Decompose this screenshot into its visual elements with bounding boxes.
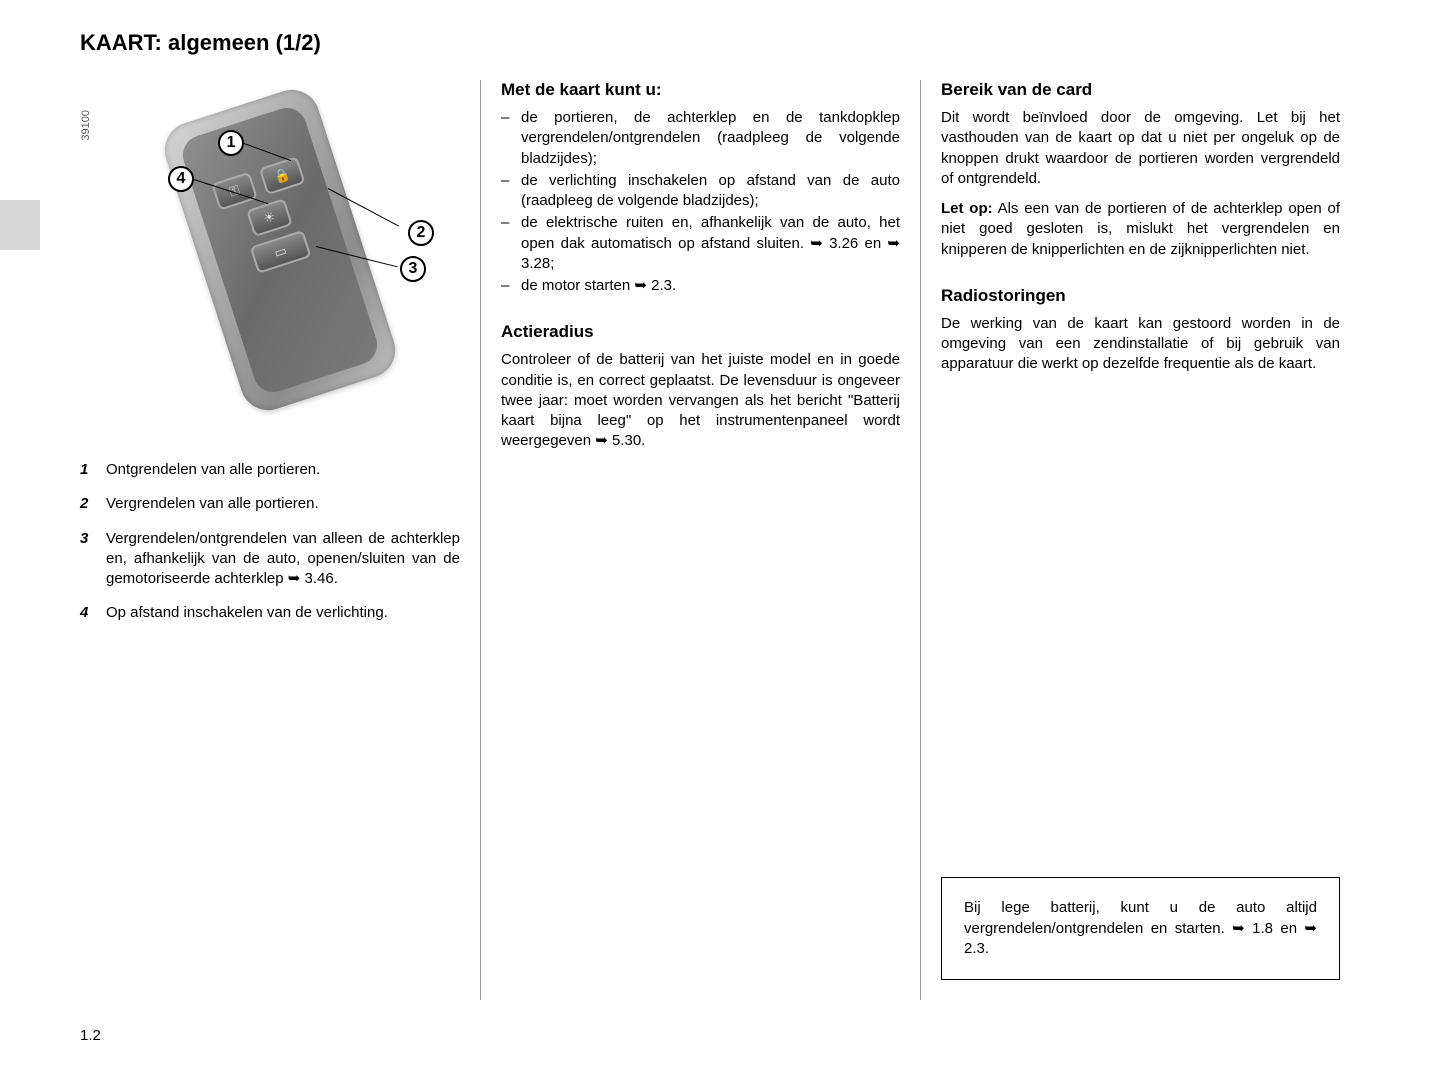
callout-4: 4 bbox=[168, 166, 194, 192]
keycard-illustration: ⚿ 🔒 ☀ ▭ bbox=[158, 83, 403, 418]
index-tab bbox=[0, 200, 40, 250]
list-item: de verlichting inschakelen op afstand va… bbox=[501, 171, 900, 212]
keycard-figure: 39100 ⚿ 🔒 ☀ ▭ 1 bbox=[80, 80, 460, 420]
legend-item: 4 Op afstand inschakelen van de verlicht… bbox=[80, 603, 460, 623]
figure-code: 39100 bbox=[80, 110, 92, 141]
column-1: 39100 ⚿ 🔒 ☀ ▭ 1 bbox=[60, 80, 480, 1000]
section-heading: Bereik van de card bbox=[941, 80, 1340, 100]
note-label: Let op: bbox=[941, 200, 993, 217]
callout-3: 3 bbox=[400, 256, 426, 282]
legend-item: 1 Ontgrendelen van alle portieren. bbox=[80, 460, 460, 480]
list-item: de elektrische ruiten en, afhankelijk va… bbox=[501, 213, 900, 274]
paragraph: Dit wordt beïnvloed door de omgeving. Le… bbox=[941, 108, 1340, 189]
content-columns: 39100 ⚿ 🔒 ☀ ▭ 1 bbox=[60, 80, 1385, 1000]
legend-item: 2 Vergrendelen van alle portieren. bbox=[80, 494, 460, 514]
list-item: de portieren, de achterklep en de tankdo… bbox=[501, 108, 900, 169]
page-title: KAART: algemeen (1/2) bbox=[80, 30, 1385, 56]
capabilities-list: de portieren, de achterklep en de tankdo… bbox=[501, 108, 900, 296]
legend-list: 1 Ontgrendelen van alle portieren. 2 Ver… bbox=[80, 460, 460, 624]
unlock-icon: ⚿ bbox=[211, 172, 258, 211]
callout-1: 1 bbox=[218, 130, 244, 156]
section-heading: Radiostoringen bbox=[941, 286, 1340, 306]
lock-icon: 🔒 bbox=[259, 156, 306, 195]
paragraph: De werking van de kaart kan gestoord wor… bbox=[941, 314, 1340, 375]
column-3: Bereik van de card Dit wordt beïnvloed d… bbox=[920, 80, 1360, 1000]
note-box: Bij lege batterij, kunt u de auto altijd… bbox=[941, 877, 1340, 980]
callout-2: 2 bbox=[408, 220, 434, 246]
list-item: de motor starten ➥ 2.3. bbox=[501, 276, 900, 296]
legend-item: 3 Vergrendelen/ontgrendelen van alleen d… bbox=[80, 529, 460, 590]
column-2: Met de kaart kunt u: de portieren, de ac… bbox=[480, 80, 920, 1000]
trunk-icon: ▭ bbox=[250, 230, 312, 274]
page-number: 1.2 bbox=[80, 1027, 101, 1044]
section-heading: Actieradius bbox=[501, 322, 900, 342]
paragraph: Let op: Als een van de portieren of de a… bbox=[941, 199, 1340, 260]
section-heading: Met de kaart kunt u: bbox=[501, 80, 900, 100]
light-icon: ☀ bbox=[246, 198, 293, 237]
paragraph: Controleer of de batterij van het juiste… bbox=[501, 350, 900, 451]
